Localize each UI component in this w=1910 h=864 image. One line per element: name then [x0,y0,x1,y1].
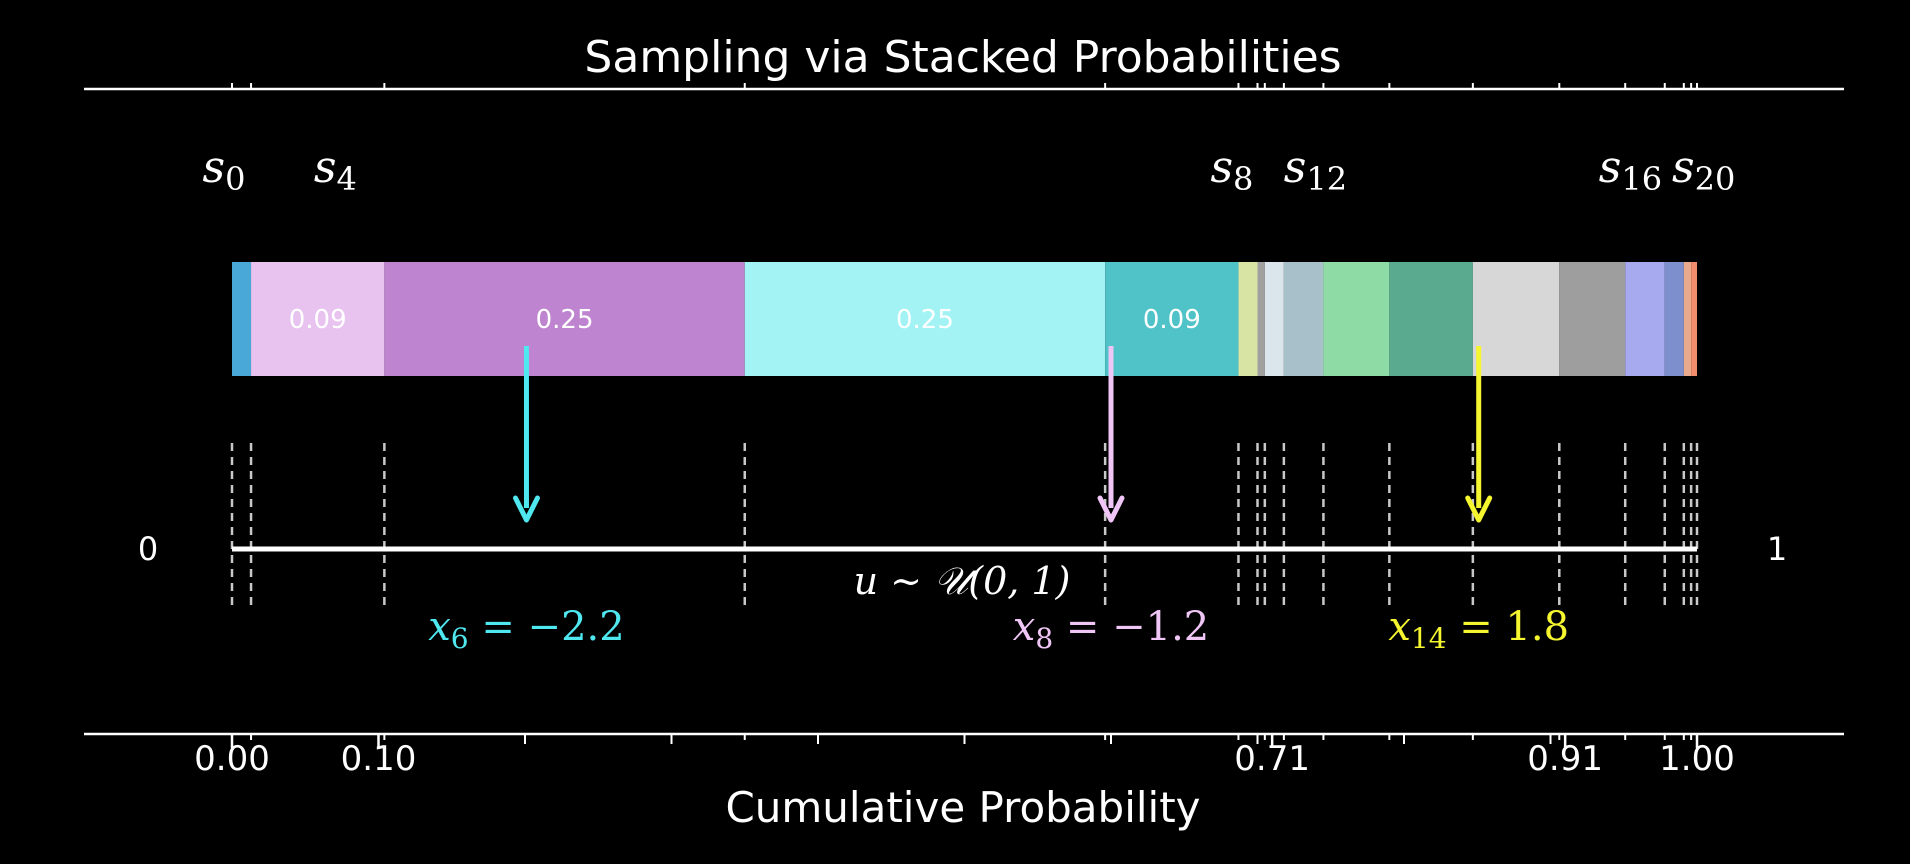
bar-segment [1238,262,1258,376]
bar-segment [1389,262,1473,376]
state-label: s4 [314,142,357,198]
x-axis-label: Cumulative Probability [725,783,1200,832]
bar-segment [232,262,252,376]
tick-label: 0.00 [194,739,270,779]
segment-label: 0.25 [536,305,594,335]
state-label: s20 [1672,142,1735,198]
sample-value-label: x8 = −1.2 [1013,604,1209,655]
bar-segment [1625,262,1665,376]
state-label: s12 [1284,142,1347,198]
bar-segment [744,262,1106,376]
bar-segment [1323,262,1390,376]
bar-segment [1691,262,1697,376]
bar-segment [1472,262,1560,376]
bottom-axis-ticks: 0.00 0.10 0.71 0.91 1.00 [194,734,1735,779]
sample-arrow-head [512,495,540,523]
segment-label: 0.09 [1143,305,1201,335]
bar-segment [1105,262,1239,376]
state-label: s16 [1599,142,1662,198]
axis-zero-label: 0 [138,530,158,568]
bar-segment [1559,262,1626,376]
sample-arrow-head [1097,495,1125,523]
segment-label: 0.09 [289,305,347,335]
tick-label: 1.00 [1659,739,1735,779]
tick-label: 0.71 [1234,739,1310,779]
sample-value-label: x6 = −2.2 [428,604,624,655]
bar-segment [1683,262,1692,376]
chart-title: Sampling via Stacked Probabilities [584,32,1341,83]
bar-segment [1257,262,1265,376]
bar-segment [251,262,385,376]
uniform-distribution-label: u ∼ 𝒰(0, 1) [854,559,1071,603]
stacked-bar: 0.09 0.25 0.25 0.09 [232,262,1697,376]
axis-one-label: 1 [1767,530,1787,568]
top-axis-ticks [231,83,1698,89]
segment-label: 0.25 [896,305,954,335]
state-labels: s0 s4 s8 s12 s16 s20 [203,142,1736,198]
bar-segment [1264,262,1284,376]
sample-arrows: x6 = −2.2 x8 = −1.2 x14 = 1.8 [428,346,1569,655]
tick-label: 0.10 [341,739,417,779]
bar-segment [1664,262,1684,376]
state-label: s8 [1210,142,1253,198]
tick-label: 0.91 [1527,739,1603,779]
bar-segment [1283,262,1324,376]
sample-arrow-head [1465,495,1493,523]
state-label: s0 [203,142,246,198]
bar-segment [384,262,745,376]
sample-value-label: x14 = 1.8 [1388,604,1569,655]
